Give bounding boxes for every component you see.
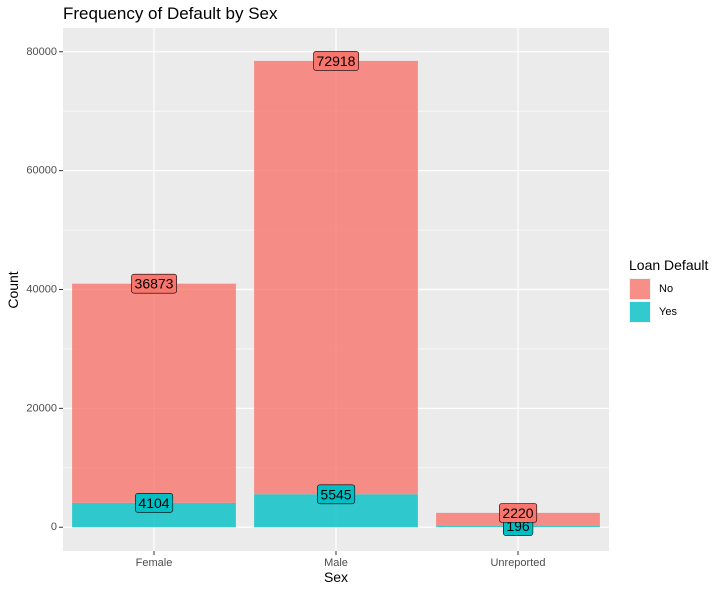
chart-title: Frequency of Default by Sex bbox=[63, 4, 278, 23]
y-tick-label: 0 bbox=[51, 521, 57, 533]
y-axis: 0 20000 40000 60000 80000 bbox=[26, 46, 63, 533]
x-tick-label: Male bbox=[324, 557, 348, 569]
x-axis: Female Male Unreported bbox=[136, 551, 546, 569]
legend-title: Loan Default bbox=[629, 257, 709, 273]
y-tick-label: 80000 bbox=[26, 46, 57, 58]
data-label-box bbox=[317, 484, 356, 505]
legend-label-yes: Yes bbox=[659, 306, 677, 318]
x-tick-label: Unreported bbox=[490, 557, 545, 569]
legend: Loan Default No Yes bbox=[629, 257, 709, 323]
bar-no-male bbox=[254, 60, 418, 495]
data-label-box bbox=[135, 493, 174, 513]
x-tick-label: Female bbox=[136, 557, 173, 569]
data-label-no-male: 72918 bbox=[313, 51, 359, 71]
y-axis-title: Count bbox=[5, 271, 21, 308]
data-label-text: 5545 bbox=[320, 486, 351, 502]
y-tick-label: 60000 bbox=[26, 165, 57, 177]
y-tick-label: 20000 bbox=[26, 402, 57, 414]
data-label-box bbox=[313, 51, 359, 71]
data-label-yes-female: 4104 bbox=[135, 493, 174, 513]
bars bbox=[72, 60, 600, 528]
bar-no-female bbox=[72, 283, 236, 503]
legend-label-no: No bbox=[659, 283, 673, 295]
data-label-text: 4104 bbox=[138, 495, 169, 511]
legend-swatch-yes bbox=[630, 302, 650, 322]
y-tick-label: 40000 bbox=[26, 284, 57, 296]
data-label-box bbox=[499, 503, 538, 523]
data-label-text: 2220 bbox=[502, 505, 533, 521]
data-label-yes-male: 5545 bbox=[317, 484, 356, 505]
data-label-no-female: 36873 bbox=[131, 273, 177, 294]
data-label-no-unreported: 2220 bbox=[499, 503, 538, 523]
data-label-text: 72918 bbox=[317, 53, 356, 69]
data-label-box bbox=[131, 273, 177, 294]
data-label-text: 36873 bbox=[135, 276, 174, 292]
legend-swatch-no bbox=[630, 279, 650, 299]
x-axis-title: Sex bbox=[324, 569, 348, 585]
